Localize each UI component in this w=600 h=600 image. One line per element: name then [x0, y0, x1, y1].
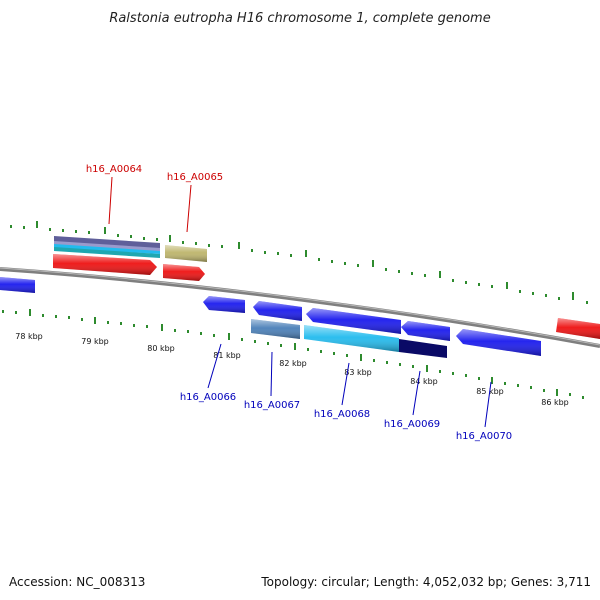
- accession-text: Accession: NC_008313: [9, 575, 145, 589]
- kbp-label: 81 kbp: [213, 351, 241, 360]
- gene-feature-left-edge[interactable]: [0, 277, 35, 293]
- chromosome-backbone: [0, 267, 600, 348]
- kbp-label: 86 kbp: [541, 398, 569, 407]
- gene-label-top[interactable]: h16_A0064: [86, 164, 142, 175]
- genome-summary-text: Topology: circular; Length: 4,052,032 bp…: [260, 575, 591, 589]
- gene-label-bottom[interactable]: h16_A0066: [180, 392, 236, 403]
- map-title: Ralstonia eutropha H16 chromosome 1, com…: [109, 11, 490, 26]
- gene-label-bottom[interactable]: h16_A0068: [314, 409, 370, 420]
- gene-label-bottom[interactable]: h16_A0070: [456, 431, 512, 442]
- gene-feature-h16_A0064[interactable]: [53, 236, 160, 275]
- gene-label-bottom[interactable]: h16_A0069: [384, 419, 440, 430]
- kbp-label: 83 kbp: [344, 368, 372, 377]
- kbp-label: 80 kbp: [147, 344, 175, 353]
- gene-label-bottom[interactable]: h16_A0067: [244, 400, 300, 411]
- gene-feature-h16_A0065[interactable]: [163, 245, 207, 281]
- kbp-label: 82 kbp: [279, 359, 307, 368]
- gene-feature-h16_A0069[interactable]: [399, 321, 450, 358]
- kbp-label: 84 kbp: [410, 377, 438, 386]
- gene-feature-h16_A0068[interactable]: [304, 308, 401, 352]
- upper-tick-ring: [10, 221, 588, 304]
- gene-feature-h16_A0066[interactable]: [203, 296, 245, 313]
- feature-track-top: [53, 236, 600, 339]
- lower-tick-ring: [2, 309, 584, 399]
- kbp-label: 79 kbp: [81, 337, 109, 346]
- gene-label-top[interactable]: h16_A0065: [167, 172, 223, 183]
- feature-track-bottom: [0, 277, 541, 358]
- kbp-label: 78 kbp: [15, 332, 43, 341]
- gene-feature-right-edge[interactable]: [556, 318, 600, 339]
- gene-feature-h16_A0067[interactable]: [251, 301, 302, 339]
- gene-feature-h16_A0070[interactable]: [456, 329, 541, 356]
- gene-labels: h16_A0064 h16_A0065 h16_A0066 h16_A0067 …: [86, 164, 512, 442]
